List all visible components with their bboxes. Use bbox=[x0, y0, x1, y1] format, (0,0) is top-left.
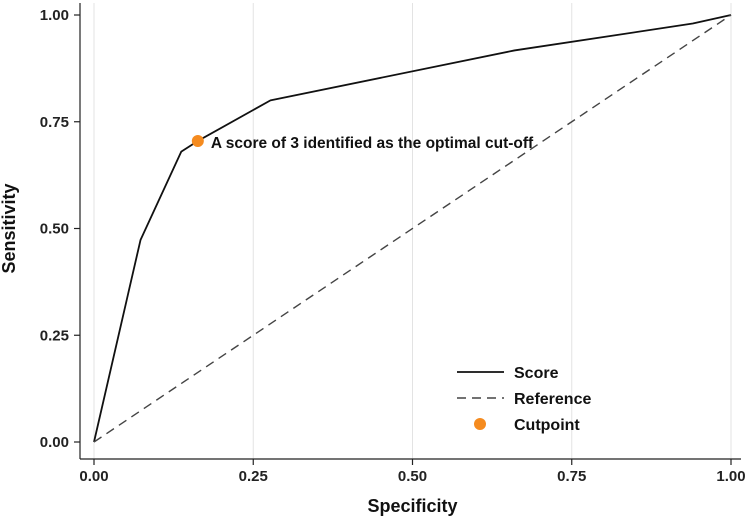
legend-cutpoint-swatch bbox=[474, 418, 486, 430]
series-layer bbox=[93, 14, 732, 443]
axes bbox=[79, 3, 741, 460]
legend-score-label: Score bbox=[514, 365, 559, 382]
y-tick-label: 0.50 bbox=[40, 221, 69, 238]
reference-line bbox=[93, 14, 732, 443]
cutpoint-annotation: A score of 3 identified as the optimal c… bbox=[211, 135, 534, 152]
y-ticks: 0.00 0.25 0.50 0.75 1.00 bbox=[40, 7, 80, 451]
legend-cutpoint-label: Cutpoint bbox=[514, 417, 580, 434]
legend-reference-label: Reference bbox=[514, 391, 591, 408]
x-ticks: 0.00 0.25 0.50 0.75 1.00 bbox=[79, 459, 746, 485]
x-tick-label: 1.00 bbox=[716, 468, 745, 485]
x-tick-label: 0.25 bbox=[239, 468, 268, 485]
score-line bbox=[93, 14, 732, 443]
y-tick-label: 1.00 bbox=[40, 7, 69, 24]
grid-layer bbox=[93, 3, 732, 459]
y-axis-title: Sensitivity bbox=[0, 183, 19, 273]
annotation-layer: A score of 3 identified as the optimal c… bbox=[211, 135, 534, 152]
legend: Score Reference Cutpoint bbox=[457, 365, 591, 434]
x-axis-title: Specificity bbox=[367, 496, 457, 516]
y-tick-label: 0.25 bbox=[40, 327, 69, 344]
y-tick-label: 0.00 bbox=[40, 434, 69, 451]
x-tick-label: 0.75 bbox=[557, 468, 586, 485]
x-tick-label: 0.00 bbox=[79, 468, 108, 485]
x-tick-label: 0.50 bbox=[398, 468, 427, 485]
cutpoint-point bbox=[191, 134, 204, 147]
y-tick-label: 0.75 bbox=[40, 114, 69, 131]
